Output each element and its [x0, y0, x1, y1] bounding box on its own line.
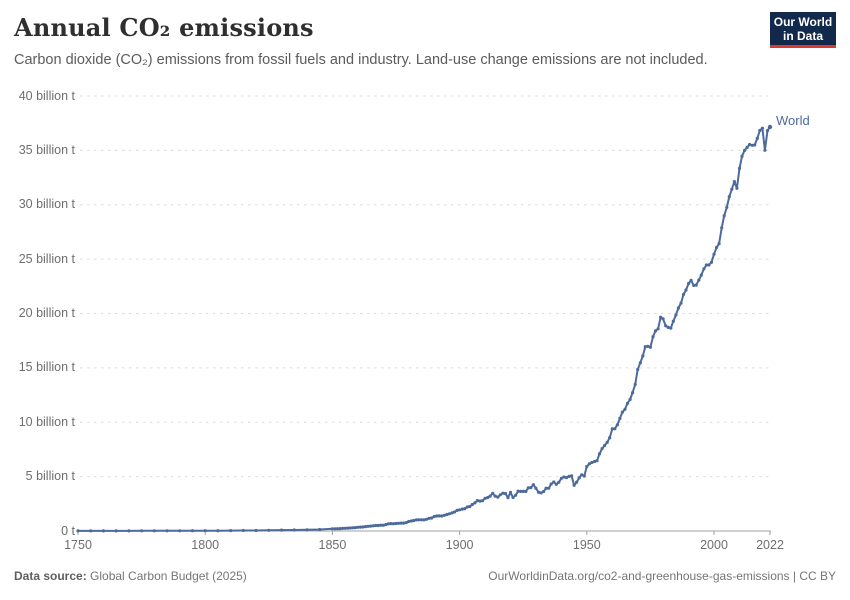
citation-link[interactable]: OurWorldinData.org/co2-and-greenhouse-ga…	[488, 569, 836, 583]
series-label-world[interactable]: World	[776, 112, 810, 128]
world-series-line[interactable]	[78, 126, 771, 532]
owid-logo[interactable]: Our World in Data	[770, 12, 836, 48]
x-axis-tick-label: 1850	[318, 538, 347, 552]
x-axis-tick-label: 1800	[191, 538, 220, 552]
y-axis-tick-label: 0 t	[61, 523, 75, 538]
chart-subtitle: Carbon dioxide (CO₂) emissions from foss…	[14, 52, 708, 68]
y-axis-tick-label: 15 billion t	[18, 360, 75, 375]
chart-footer: Data source: Global Carbon Budget (2025)…	[14, 569, 836, 583]
x-axis-tick-label: 1900	[445, 538, 474, 552]
x-axis-tick-label: 2022	[756, 538, 784, 552]
y-axis-tick-label: 5 billion t	[25, 469, 75, 484]
x-axis-tick-label: 1950	[572, 538, 601, 552]
world-series-markers	[76, 124, 773, 533]
y-axis-tick-label: 35 billion t	[18, 142, 75, 157]
data-source-note: Data source: Global Carbon Budget (2025)	[14, 569, 247, 583]
y-axis-tick-label: 30 billion t	[18, 197, 75, 212]
gridlines	[80, 95, 771, 478]
logo-line-2: in Data	[782, 28, 823, 43]
logo-line-1: Our World	[773, 14, 833, 29]
page-title: Annual CO₂ emissions	[14, 13, 314, 42]
data-source-value: Global Carbon Budget (2025)	[86, 569, 247, 583]
y-axis-tick-label: 10 billion t	[18, 414, 75, 429]
last-data-point-marker	[767, 124, 773, 130]
y-axis-tick-label: 40 billion t	[18, 88, 75, 103]
data-source-label: Data source:	[14, 569, 87, 583]
y-axis-tick-label: 25 billion t	[18, 251, 75, 266]
y-axis-tick-label: 20 billion t	[18, 306, 75, 320]
x-axis-tick-label: 1750	[64, 538, 92, 552]
x-axis-tick-label: 2000	[700, 538, 728, 552]
